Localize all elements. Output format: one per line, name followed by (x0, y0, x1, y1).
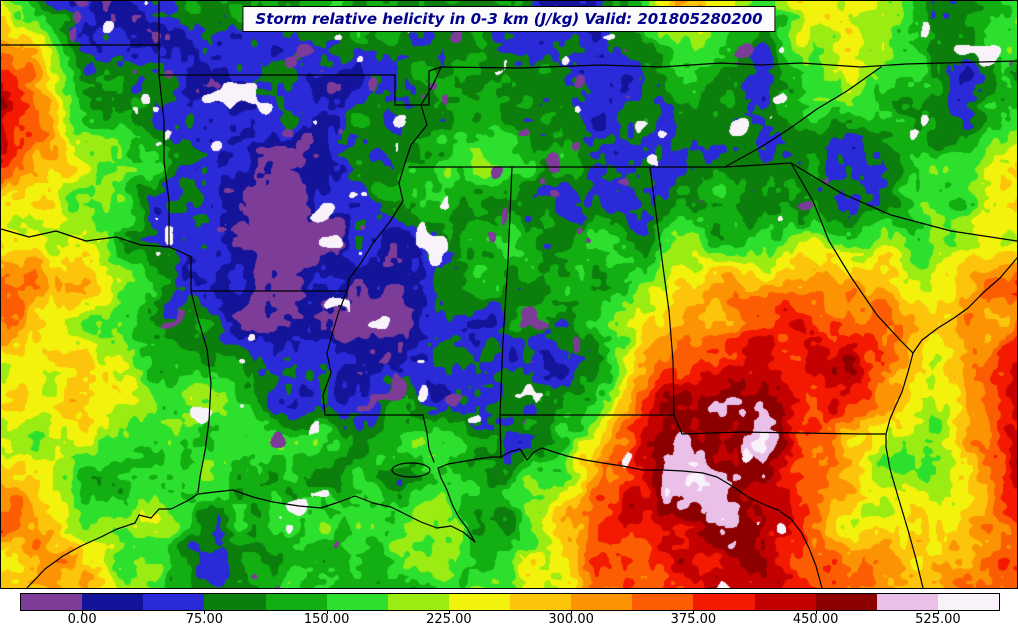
state-border-line (499, 166, 513, 459)
colorbar-tick-label: 450.00 (792, 612, 839, 627)
colorbar-segment (754, 594, 816, 610)
colorbar-segment (326, 594, 388, 610)
state-border-line (422, 414, 435, 463)
colorbar-segment (387, 594, 449, 610)
lake-pontchartrain-outline (391, 462, 431, 478)
map-area: Storm relative helicity in 0-3 km (J/kg)… (0, 0, 1018, 589)
helicity-field-canvas (1, 1, 1017, 588)
state-border-line (190, 256, 212, 493)
colorbar-segment (693, 594, 755, 610)
state-border-line (440, 60, 1017, 69)
colorbar-tick-label: 0.00 (67, 612, 97, 627)
state-border-line (790, 162, 914, 354)
colorbar-tick-label: 75.00 (185, 612, 223, 627)
colorbar-segment (204, 594, 266, 610)
state-border-line (885, 257, 1017, 588)
state-borders-overlay (1, 1, 1017, 588)
colorbar-segment (82, 594, 144, 610)
colorbar-segment (632, 594, 694, 610)
colorbar-tick-label: 225.00 (426, 612, 472, 627)
colorbar-tick-label: 300.00 (548, 612, 594, 627)
colorbar-segment (448, 594, 510, 610)
colorbar-segment (937, 594, 999, 610)
state-border-line (649, 166, 675, 416)
state-border-line (681, 431, 886, 435)
map-title: Storm relative helicity in 0-3 km (J/kg)… (242, 6, 776, 32)
colorbar-segment (143, 594, 205, 610)
colorbar-segment (815, 594, 877, 610)
state-border-line (724, 162, 792, 168)
colorbar-segment (21, 594, 83, 610)
colorbar-tick-label: 525.00 (915, 612, 961, 627)
colorbar-segment (510, 594, 572, 610)
colorbar-gradient (20, 593, 1000, 611)
state-border-line (790, 162, 1017, 242)
colorbar-tick-label: 150.00 (303, 612, 350, 627)
state-border-line (724, 66, 882, 168)
state-border-line (158, 66, 442, 106)
state-border-line (673, 414, 683, 435)
colorbar-segment (265, 594, 327, 610)
state-border-line (26, 447, 823, 588)
colorbar-segment (876, 594, 938, 610)
colorbar-tick-label: 375.00 (670, 612, 717, 627)
state-border-line (1, 228, 192, 258)
map-title-text: Storm relative helicity in 0-3 km (J/kg)… (255, 10, 763, 28)
state-border-line (322, 66, 442, 416)
colorbar: 0.00 75.00 150.00 225.00 300.00 375.00 450.00 5… (0, 589, 1018, 633)
colorbar-segment (571, 594, 633, 610)
state-border-line (158, 74, 170, 248)
